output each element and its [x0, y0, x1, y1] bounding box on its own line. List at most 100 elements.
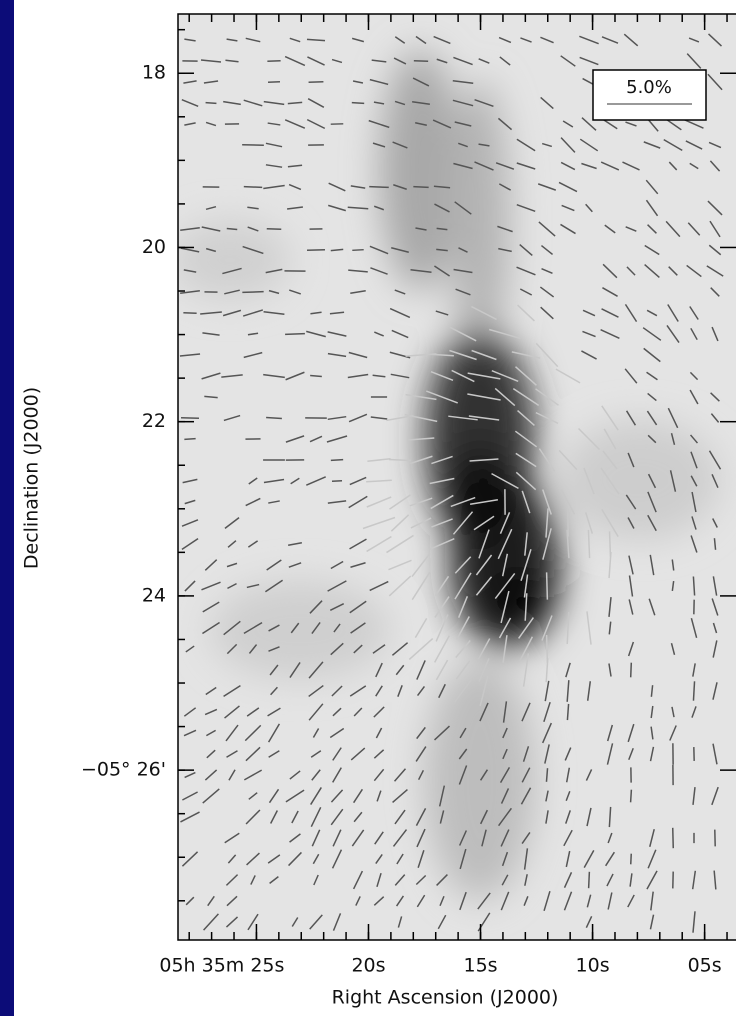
vector — [582, 330, 596, 338]
vector — [459, 848, 467, 870]
vector — [481, 829, 487, 847]
vector — [625, 121, 637, 127]
vector — [691, 491, 697, 513]
vector — [224, 289, 240, 295]
vector — [391, 329, 409, 339]
vector — [454, 201, 472, 215]
vector — [452, 99, 474, 107]
vector — [685, 140, 703, 150]
vector — [183, 311, 197, 315]
vector — [478, 529, 490, 559]
vector — [606, 743, 614, 765]
vector — [185, 645, 195, 653]
vector — [459, 891, 467, 911]
vector — [205, 686, 217, 696]
vector — [500, 829, 510, 847]
vector — [184, 437, 196, 441]
vector — [265, 142, 283, 148]
vector — [648, 598, 656, 616]
vector — [622, 161, 640, 171]
vector — [289, 770, 301, 780]
vector — [560, 161, 576, 171]
vector — [494, 387, 516, 407]
vector — [222, 309, 242, 317]
vector — [469, 498, 499, 506]
vector — [245, 746, 261, 762]
vector — [544, 680, 550, 702]
vector — [416, 660, 426, 680]
vector — [263, 184, 285, 190]
vector — [604, 224, 616, 234]
vector — [181, 537, 199, 551]
vector — [368, 119, 390, 129]
vector — [691, 870, 697, 890]
vector — [563, 891, 573, 911]
vector — [248, 477, 258, 485]
vector — [498, 247, 512, 253]
vector — [500, 891, 510, 911]
vector — [394, 874, 406, 886]
vector — [565, 850, 571, 868]
vector — [607, 832, 613, 844]
vector — [629, 789, 633, 803]
vector — [183, 707, 197, 717]
vector — [438, 785, 446, 807]
vector — [268, 750, 280, 758]
vector — [474, 98, 494, 108]
vector — [416, 685, 426, 697]
vector — [373, 768, 385, 782]
vector — [267, 122, 281, 126]
vector — [247, 226, 259, 232]
vector — [541, 268, 553, 274]
vector — [498, 36, 512, 44]
vector — [691, 516, 697, 530]
vector — [558, 181, 578, 193]
vector — [561, 204, 575, 212]
vector — [207, 895, 215, 907]
vector — [647, 514, 657, 532]
vector — [370, 267, 388, 275]
vector — [307, 98, 325, 108]
vector — [373, 101, 385, 105]
vector — [350, 747, 366, 761]
vector — [268, 646, 280, 652]
vector — [205, 101, 217, 105]
vector — [417, 850, 425, 868]
vector — [686, 264, 702, 278]
vector — [329, 311, 345, 315]
vector — [671, 827, 675, 849]
vector — [291, 917, 299, 927]
vector — [373, 706, 385, 718]
vector — [586, 807, 592, 827]
vector — [434, 635, 450, 663]
vector — [539, 286, 555, 298]
vector — [519, 243, 533, 257]
vector — [326, 435, 348, 443]
vector — [426, 390, 458, 404]
vector — [515, 471, 537, 491]
vector — [390, 373, 410, 379]
vector — [498, 807, 512, 827]
vector — [669, 470, 677, 492]
vector — [434, 575, 450, 597]
vector — [515, 366, 537, 386]
vector — [348, 269, 368, 273]
vector — [181, 851, 199, 867]
vector — [181, 98, 199, 108]
vector — [285, 789, 305, 803]
vector — [488, 328, 522, 340]
vector — [608, 806, 612, 828]
vector — [306, 476, 326, 486]
vector — [243, 99, 263, 107]
vector — [374, 331, 384, 337]
vector — [454, 572, 472, 600]
vector — [205, 247, 217, 253]
vector — [430, 353, 454, 357]
vector — [225, 59, 239, 63]
vector — [226, 750, 238, 758]
vector — [538, 221, 556, 237]
vector — [201, 226, 221, 232]
vector — [689, 434, 699, 444]
vector — [514, 430, 538, 448]
